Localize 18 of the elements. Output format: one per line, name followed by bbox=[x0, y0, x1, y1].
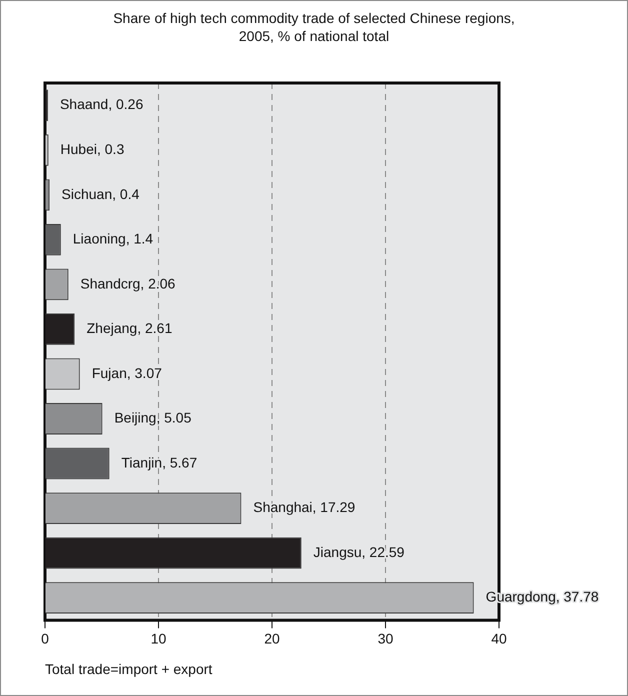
text: Total trade=import + export bbox=[45, 661, 212, 677]
x-tick-label: 10 bbox=[150, 630, 166, 646]
data-label: Liaoning, 1.4 bbox=[72, 230, 154, 247]
x-tick-label: 20 bbox=[264, 630, 280, 646]
data-label: Sichuan, 0.4 bbox=[62, 186, 140, 202]
data-label: Fujan, 3.07 bbox=[92, 364, 162, 381]
data-label: Shandcrg, 2.06 bbox=[80, 275, 176, 292]
data-label: Hubei, 0.3 bbox=[60, 141, 124, 158]
data-label: Beijing, 5.05 bbox=[114, 410, 192, 426]
chart-title: Share of high tech commodity trade of selected Chinese regions, 2005, % of national total bbox=[112, 9, 516, 45]
data-label: Zhejang, 2.61 bbox=[86, 320, 172, 336]
data-label: Shanghai, 17.29 bbox=[253, 499, 356, 516]
x-tick-label: 0 bbox=[41, 630, 50, 646]
data-label: Shaand, 0.26 bbox=[60, 96, 144, 112]
x-tick-label: 30 bbox=[378, 630, 394, 646]
data-label: Tianjin, 5.67 bbox=[121, 454, 198, 470]
x-tick-label: 40 bbox=[491, 630, 507, 646]
data-label: Jiangsu, 22.59 bbox=[313, 544, 405, 560]
